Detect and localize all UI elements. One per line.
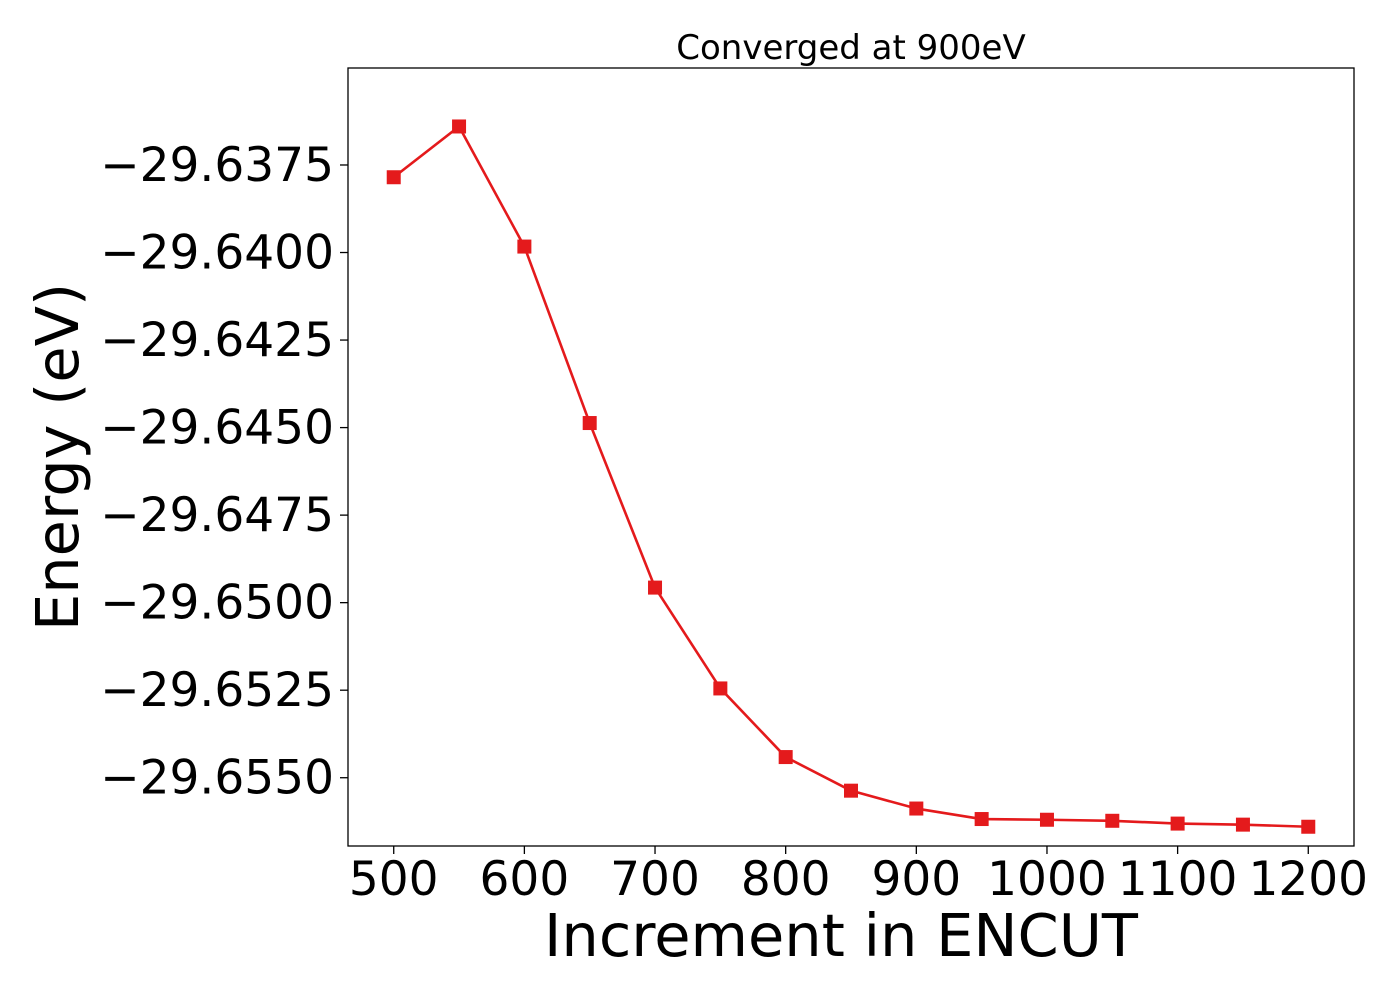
- y-tick-label: −29.6525: [100, 663, 334, 718]
- data-point-marker: [452, 119, 467, 134]
- data-point-marker: [778, 750, 793, 765]
- x-tick-label: 1100: [1118, 852, 1238, 907]
- series-layer: [386, 119, 1316, 834]
- y-tick-label: −29.6425: [100, 313, 334, 368]
- data-point-marker: [517, 239, 532, 254]
- y-tick-label: −29.6450: [100, 401, 334, 456]
- series-line: [392, 125, 1309, 829]
- data-point-marker: [1105, 813, 1120, 828]
- x-axis-ticks: 500 600 700 800 900 1000 1100 1200: [349, 846, 1368, 907]
- x-tick-label: 800: [741, 852, 831, 907]
- chart-title: Converged at 900eV: [676, 28, 1025, 68]
- data-point-marker: [844, 783, 858, 798]
- y-axis-ticks: −29.6375 −29.6400 −29.6425 −29.6450 −29.6475…: [100, 138, 348, 806]
- x-tick-label: 1000: [987, 852, 1107, 907]
- data-point-marker: [974, 812, 989, 827]
- x-tick-label: 500: [349, 852, 439, 907]
- data-point-marker: [648, 580, 663, 595]
- y-tick-label: −29.6475: [100, 488, 334, 543]
- plot-area-frame: [347, 67, 1355, 847]
- data-point-marker: [1235, 817, 1250, 832]
- y-tick-label: −29.6375: [100, 138, 334, 193]
- x-axis-label: Increment in ENCUT: [544, 901, 1139, 970]
- data-point-marker: [386, 170, 401, 185]
- data-point-marker: [909, 801, 924, 816]
- y-tick-label: −29.6550: [100, 751, 334, 806]
- data-point-marker: [1039, 812, 1054, 827]
- x-tick-label: 600: [480, 852, 570, 907]
- x-tick-label: 700: [610, 852, 700, 907]
- y-axis-label: Energy (eV): [23, 283, 92, 631]
- y-tick-label: −29.6500: [100, 576, 334, 631]
- y-tick-label: −29.6400: [100, 226, 334, 281]
- x-tick-label: 900: [871, 852, 961, 907]
- data-point-marker: [1170, 816, 1185, 831]
- x-tick-label: 1200: [1248, 852, 1368, 907]
- data-point-marker: [582, 416, 597, 431]
- data-point-marker: [1301, 819, 1316, 834]
- data-point-marker: [713, 681, 728, 696]
